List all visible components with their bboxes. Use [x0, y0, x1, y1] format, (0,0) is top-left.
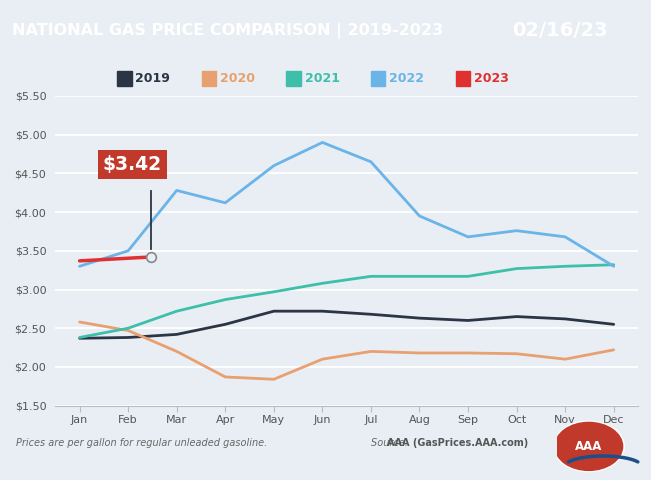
Text: AAA (GasPrices.AAA.com): AAA (GasPrices.AAA.com)	[387, 438, 529, 448]
Bar	[117, 71, 132, 86]
Text: 2022: 2022	[389, 72, 424, 85]
Text: 2023: 2023	[474, 72, 509, 85]
Bar	[286, 71, 301, 86]
Text: 02/16/23: 02/16/23	[512, 21, 607, 40]
Text: 2019: 2019	[135, 72, 171, 85]
Text: 2020: 2020	[220, 72, 255, 85]
Circle shape	[555, 422, 622, 470]
Bar	[202, 71, 216, 86]
Text: Prices are per gallon for regular unleaded gasoline.: Prices are per gallon for regular unlead…	[16, 438, 268, 448]
Text: 2021: 2021	[305, 72, 340, 85]
Text: Source:: Source:	[371, 438, 411, 448]
Text: AAA: AAA	[575, 440, 602, 453]
Circle shape	[553, 421, 624, 471]
Text: NATIONAL GAS PRICE COMPARISON | 2019-2023: NATIONAL GAS PRICE COMPARISON | 2019-202…	[12, 23, 443, 39]
Bar	[456, 71, 470, 86]
Text: $3.42: $3.42	[103, 155, 162, 174]
Bar	[371, 71, 385, 86]
